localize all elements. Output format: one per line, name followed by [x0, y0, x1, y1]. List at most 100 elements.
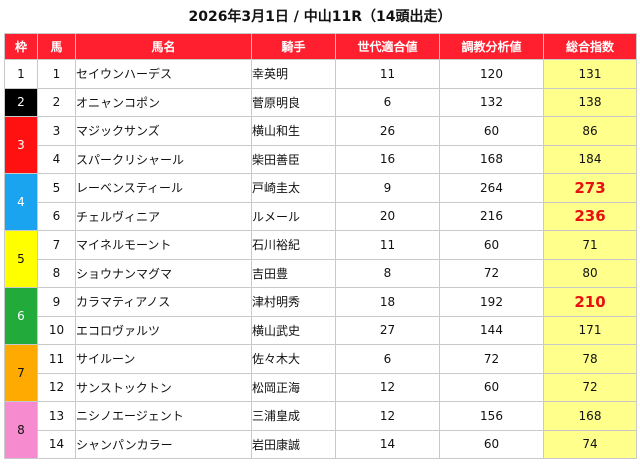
waku-cell: 3 [4, 116, 38, 174]
horse-number-cell: 9 [37, 287, 76, 317]
training-analysis-cell: 60 [439, 230, 544, 260]
total-index-cell: 71 [543, 230, 637, 260]
total-index-cell: 74 [543, 429, 637, 459]
page-title: 2026年3月1日 / 中山11R（14頭出走） [188, 9, 452, 25]
horse-number-cell: 3 [37, 116, 76, 146]
table-row: 5 7 マイネルモーント 石川裕紀 11 60 71 [4, 230, 637, 288]
training-analysis-cell: 132 [439, 87, 544, 117]
generation-fit-cell: 20 [335, 201, 440, 231]
total-index-cell: 86 [543, 116, 637, 146]
horse-number-cell: 12 [37, 372, 76, 402]
horse-name-cell: サンストックトン [75, 372, 252, 402]
jockey-cell: 幸英明 [251, 59, 336, 89]
total-index-cell: 80 [543, 258, 637, 288]
waku-cell: 5 [4, 230, 38, 288]
horse-name-cell: マイネルモーント [75, 230, 252, 260]
header-generation-fit: 世代適合値 [335, 33, 440, 60]
generation-fit-cell: 11 [335, 230, 440, 260]
header-waku: 枠 [4, 33, 38, 60]
training-analysis-cell: 216 [439, 201, 544, 231]
horse-name-cell: スパークリシャール [75, 144, 252, 174]
horse-number-cell: 5 [37, 173, 76, 203]
header-horse-name: 馬名 [75, 33, 252, 60]
waku-cell: 7 [4, 344, 38, 402]
horse-name-cell: サイルーン [75, 344, 252, 374]
table-body: 1 1 セイウンハーデス 幸英明 11 120 131 2 2 オニャンコポン 菅原明良 6 132 13… [4, 59, 637, 459]
training-analysis-cell: 264 [439, 173, 544, 203]
training-analysis-cell: 72 [439, 258, 544, 288]
horse-name-cell: ニシノエージェント [75, 401, 252, 431]
training-analysis-cell: 60 [439, 116, 544, 146]
horse-number-cell: 10 [37, 315, 76, 345]
generation-fit-cell: 14 [335, 429, 440, 459]
generation-fit-cell: 6 [335, 344, 440, 374]
table-row: 2 2 オニャンコポン 菅原明良 6 132 138 [4, 87, 637, 117]
training-analysis-cell: 168 [439, 144, 544, 174]
waku-cell: 2 [4, 87, 38, 117]
header-total-index: 総合指数 [543, 33, 637, 60]
horse-number-cell: 14 [37, 429, 76, 459]
waku-cell: 8 [4, 401, 38, 459]
table-row: 6 9 カラマティアノス 津村明秀 18 192 210 [4, 287, 637, 345]
horse-number-cell: 1 [37, 59, 76, 89]
horse-name-cell: エコロヴァルツ [75, 315, 252, 345]
race-table: 枠 馬 馬名 騎手 世代適合値 調教分析値 総合指数 1 1 セイウンハーデス 幸英明… [4, 33, 637, 459]
horse-name-cell: セイウンハーデス [75, 59, 252, 89]
waku-cell: 1 [4, 59, 38, 89]
total-index-cell: 236 [543, 201, 637, 231]
training-analysis-cell: 72 [439, 344, 544, 374]
jockey-cell: 横山武史 [251, 315, 336, 345]
generation-fit-cell: 18 [335, 287, 440, 317]
generation-fit-cell: 16 [335, 144, 440, 174]
generation-fit-cell: 9 [335, 173, 440, 203]
horse-number-cell: 4 [37, 144, 76, 174]
horse-number-cell: 2 [37, 87, 76, 117]
jockey-cell: 戸崎圭太 [251, 173, 336, 203]
table-row: 14 シャンパンカラー 岩田康誠 14 60 74 [5, 429, 637, 459]
table-row: 10 エコロヴァルツ 横山武史 27 144 171 [5, 315, 637, 345]
header-jockey: 騎手 [251, 33, 336, 60]
jockey-cell: 菅原明良 [251, 87, 336, 117]
jockey-cell: 津村明秀 [251, 287, 336, 317]
jockey-cell: ルメール [251, 201, 336, 231]
waku-cell: 6 [4, 287, 38, 345]
table-row: 3 3 マジックサンズ 横山和生 26 60 86 [4, 116, 637, 174]
horse-name-cell: ショウナンマグマ [75, 258, 252, 288]
jockey-cell: 横山和生 [251, 116, 336, 146]
horse-name-cell: シャンパンカラー [75, 429, 252, 459]
header-training-analysis: 調教分析値 [439, 33, 544, 60]
table-row: 6 チェルヴィニア ルメール 20 216 236 [5, 201, 637, 231]
horse-number-cell: 13 [37, 401, 76, 431]
jockey-cell: 石川裕紀 [251, 230, 336, 260]
total-index-cell: 168 [543, 401, 637, 431]
horse-number-cell: 6 [37, 201, 76, 231]
generation-fit-cell: 6 [335, 87, 440, 117]
horse-number-cell: 8 [37, 258, 76, 288]
horse-name-cell: マジックサンズ [75, 116, 252, 146]
horse-name-cell: チェルヴィニア [75, 201, 252, 231]
training-analysis-cell: 192 [439, 287, 544, 317]
table-header: 枠 馬 馬名 騎手 世代適合値 調教分析値 総合指数 [4, 33, 637, 60]
table-row: 7 11 サイルーン 佐々木大 6 72 78 [4, 344, 637, 402]
horse-name-cell: レーベンスティール [75, 173, 252, 203]
table-row: 12 サンストックトン 松岡正海 12 60 72 [5, 372, 637, 402]
jockey-cell: 松岡正海 [251, 372, 336, 402]
horse-name-cell: カラマティアノス [75, 287, 252, 317]
table-row: 8 ショウナンマグマ 吉田豊 8 72 80 [5, 258, 637, 288]
training-analysis-cell: 60 [439, 372, 544, 402]
training-analysis-cell: 120 [439, 59, 544, 89]
generation-fit-cell: 27 [335, 315, 440, 345]
generation-fit-cell: 8 [335, 258, 440, 288]
total-index-cell: 273 [543, 173, 637, 203]
generation-fit-cell: 11 [335, 59, 440, 89]
jockey-cell: 柴田善臣 [251, 144, 336, 174]
total-index-cell: 184 [543, 144, 637, 174]
horse-number-cell: 7 [37, 230, 76, 260]
training-analysis-cell: 60 [439, 429, 544, 459]
table-row: 4 5 レーベンスティール 戸崎圭太 9 264 273 [4, 173, 637, 231]
header-row: 枠 馬 馬名 騎手 世代適合値 調教分析値 総合指数 [4, 33, 637, 60]
generation-fit-cell: 12 [335, 372, 440, 402]
training-analysis-cell: 156 [439, 401, 544, 431]
table-row: 1 1 セイウンハーデス 幸英明 11 120 131 [4, 59, 637, 89]
total-index-cell: 78 [543, 344, 637, 374]
